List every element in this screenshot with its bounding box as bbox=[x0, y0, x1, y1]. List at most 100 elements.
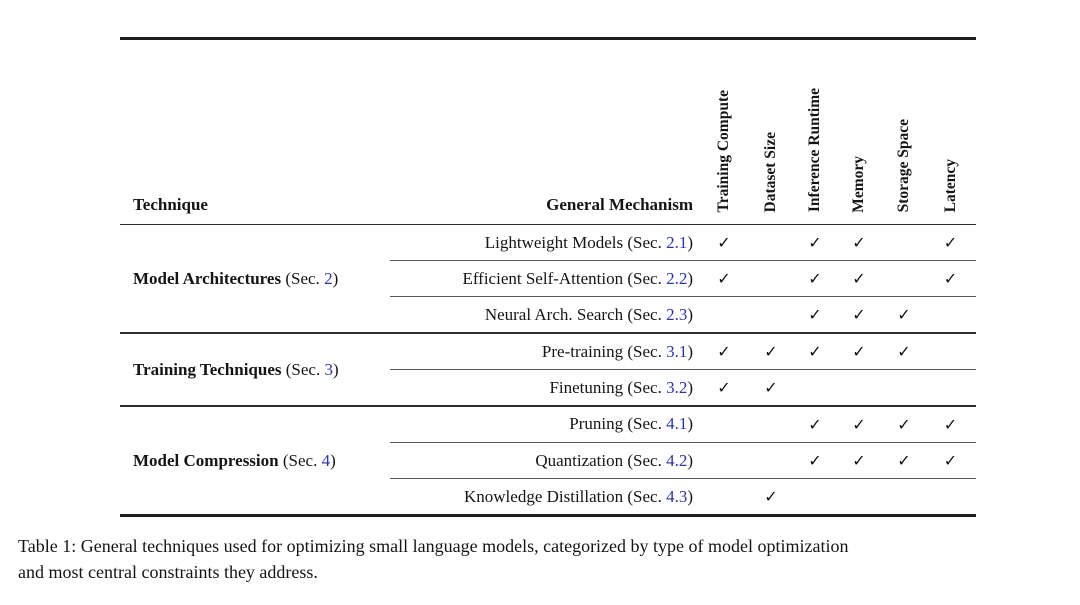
column-header-memory: Memory bbox=[836, 156, 882, 224]
section-link[interactable]: 2.1 bbox=[666, 232, 688, 252]
check-cell: ✓ bbox=[943, 233, 958, 253]
table-row: Knowledge Distillation (Sec. 4.3) ✓ bbox=[390, 479, 976, 514]
section-link[interactable]: 3.2 bbox=[666, 377, 688, 397]
mechanism-text: Finetuning (Sec. bbox=[549, 377, 667, 397]
group-model-architectures: Model Architectures (Sec. 2) Lightweight… bbox=[120, 225, 976, 332]
technique-sec-post: ) bbox=[332, 359, 339, 379]
column-header-inference-runtime: Inference Runtime bbox=[794, 88, 836, 223]
caption-line-2: and most central constraints they addres… bbox=[18, 562, 318, 582]
section-link[interactable]: 2.3 bbox=[666, 304, 688, 324]
section-link[interactable]: 4.2 bbox=[666, 450, 688, 470]
check-cell: ✓ bbox=[943, 451, 958, 471]
column-header-latency: Latency bbox=[926, 159, 975, 223]
table-row: Quantization (Sec. 4.2) ✓ ✓ ✓ ✓ bbox=[390, 443, 976, 478]
row-divider bbox=[390, 260, 976, 262]
column-header-dataset-size: Dataset Size bbox=[748, 132, 794, 224]
check-cell: ✓ bbox=[852, 414, 866, 434]
check-cell: ✓ bbox=[943, 269, 958, 289]
column-header-storage-space: Storage Space bbox=[882, 119, 926, 223]
check-cell: ✓ bbox=[717, 233, 731, 253]
section-link[interactable]: 2.2 bbox=[666, 268, 688, 288]
group-rows: Pre-training (Sec. 3.1) ✓ ✓ ✓ ✓ ✓ Finetu… bbox=[390, 334, 976, 405]
mechanism-label: Efficient Self-Attention (Sec. 2.2) bbox=[390, 269, 700, 289]
check-cell: ✓ bbox=[808, 269, 822, 289]
technique-sec-pre: (Sec. bbox=[281, 268, 325, 288]
mechanism-suffix: ) bbox=[687, 304, 693, 324]
mechanism-text: Lightweight Models (Sec. bbox=[484, 232, 667, 252]
column-header-training-compute: Training Compute bbox=[700, 90, 748, 223]
table-row: Efficient Self-Attention (Sec. 2.2) ✓ ✓ … bbox=[390, 261, 976, 296]
row-divider bbox=[390, 478, 976, 480]
mechanism-column-header: General Mechanism bbox=[546, 194, 693, 214]
mechanism-label: Quantization (Sec. 4.2) bbox=[390, 451, 700, 471]
group-training-techniques: Training Techniques (Sec. 3) Pre-trainin… bbox=[120, 334, 976, 405]
mechanism-text: Knowledge Distillation (Sec. bbox=[464, 486, 667, 506]
technique-label: Model Architectures (Sec. 2) bbox=[133, 269, 338, 289]
section-link[interactable]: 4.3 bbox=[666, 486, 688, 506]
technique-sec-pre: (Sec. bbox=[278, 450, 322, 470]
section-link[interactable]: 4.1 bbox=[666, 414, 688, 434]
group-rows: Pruning (Sec. 4.1) ✓ ✓ ✓ ✓ Quantization … bbox=[390, 407, 976, 514]
check-cell: ✓ bbox=[897, 305, 911, 325]
mechanism-suffix: ) bbox=[687, 414, 693, 434]
mechanism-text: Pre-training (Sec. bbox=[541, 341, 667, 361]
table-row: Pruning (Sec. 4.1) ✓ ✓ ✓ ✓ bbox=[390, 407, 976, 442]
section-link[interactable]: 3 bbox=[324, 359, 333, 379]
mechanism-label: Pruning (Sec. 4.1) bbox=[390, 414, 700, 434]
check-cell: ✓ bbox=[897, 451, 911, 471]
mechanism-suffix: ) bbox=[687, 486, 693, 506]
check-cell: ✓ bbox=[852, 233, 866, 253]
mechanism-label: Pre-training (Sec. 3.1) bbox=[390, 342, 700, 362]
mechanism-suffix: ) bbox=[687, 450, 693, 470]
mechanism-text: Neural Arch. Search (Sec. bbox=[484, 304, 667, 324]
group-model-compression: Model Compression (Sec. 4) Pruning (Sec.… bbox=[120, 407, 976, 514]
check-cell: ✓ bbox=[717, 378, 731, 398]
mechanism-label: Finetuning (Sec. 3.2) bbox=[390, 378, 700, 398]
section-link[interactable]: 4 bbox=[321, 450, 331, 470]
check-cell: ✓ bbox=[943, 414, 958, 434]
rotated-label: Dataset Size bbox=[762, 132, 780, 213]
caption-line-1: Table 1: General techniques used for opt… bbox=[18, 536, 849, 556]
check-cell: ✓ bbox=[717, 342, 731, 362]
technique-name: Training Techniques bbox=[133, 359, 282, 379]
rotated-label: Storage Space bbox=[895, 119, 913, 213]
technique-cell: Model Compression (Sec. 4) bbox=[120, 407, 390, 514]
rotated-label: Training Compute bbox=[715, 90, 733, 213]
table-row: Lightweight Models (Sec. 2.1) ✓ ✓ ✓ ✓ bbox=[390, 225, 976, 260]
check-cell: ✓ bbox=[808, 233, 822, 253]
technique-name: Model Architectures bbox=[133, 268, 282, 288]
technique-column-header: Technique bbox=[133, 194, 208, 214]
section-link[interactable]: 2 bbox=[324, 268, 333, 288]
table-caption: Table 1: General techniques used for opt… bbox=[18, 533, 1080, 585]
check-cell: ✓ bbox=[717, 269, 731, 289]
header-bottom-rule bbox=[120, 223, 976, 226]
rotated-label: Memory bbox=[850, 155, 868, 213]
mechanism-label: Knowledge Distillation (Sec. 4.3) bbox=[390, 487, 700, 507]
check-cell: ✓ bbox=[808, 451, 822, 471]
check-cell: ✓ bbox=[897, 342, 911, 362]
check-cell: ✓ bbox=[897, 414, 911, 434]
table-bottom-rule bbox=[120, 514, 976, 517]
group-separator-rule bbox=[120, 405, 976, 407]
mechanism-text: Efficient Self-Attention (Sec. bbox=[462, 268, 667, 288]
mechanism-text: Quantization (Sec. bbox=[535, 450, 667, 470]
check-cell: ✓ bbox=[764, 378, 778, 398]
techniques-table: Technique General Mechanism Training Com… bbox=[120, 37, 976, 517]
technique-label: Model Compression (Sec. 4) bbox=[133, 451, 336, 471]
group-separator-rule bbox=[120, 332, 976, 335]
technique-cell: Training Techniques (Sec. 3) bbox=[120, 334, 390, 405]
check-cell: ✓ bbox=[808, 414, 822, 434]
table-header-row: Technique General Mechanism Training Com… bbox=[120, 40, 976, 224]
mechanism-label: Lightweight Models (Sec. 2.1) bbox=[390, 233, 700, 253]
row-divider bbox=[390, 296, 976, 298]
table-row: Pre-training (Sec. 3.1) ✓ ✓ ✓ ✓ ✓ bbox=[390, 334, 976, 369]
check-cell: ✓ bbox=[808, 342, 822, 362]
check-cell: ✓ bbox=[852, 342, 866, 362]
check-cell: ✓ bbox=[852, 451, 866, 471]
check-cell: ✓ bbox=[852, 305, 866, 325]
rotated-label: Latency bbox=[941, 159, 959, 213]
mechanism-label: Neural Arch. Search (Sec. 2.3) bbox=[390, 305, 700, 325]
group-rows: Lightweight Models (Sec. 2.1) ✓ ✓ ✓ ✓ Ef… bbox=[390, 225, 976, 332]
section-link[interactable]: 3.1 bbox=[666, 341, 688, 361]
check-cell: ✓ bbox=[764, 487, 778, 507]
